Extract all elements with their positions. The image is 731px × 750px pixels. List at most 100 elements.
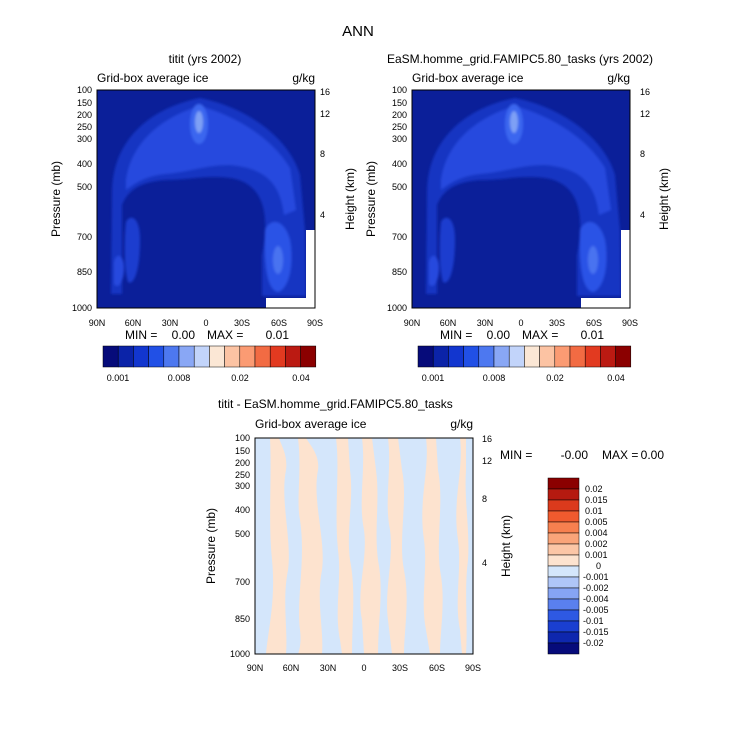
panel-3-ytick: 250: [235, 470, 250, 480]
panel-3-negative-region: [372, 438, 392, 654]
panel-1-contour-mid: [126, 106, 296, 215]
panel-3-xtick: 30N: [320, 663, 337, 673]
panel-3-ylabel-right: Height (km): [499, 515, 513, 577]
panel-2-xtick: 60N: [440, 318, 457, 328]
panel-2-plot-area: [411, 89, 631, 309]
panel-2-ytick: 200: [392, 110, 407, 120]
panel-3-negative-region: [279, 438, 302, 654]
panel-2-x-ticks: 90N 60N 30N 0 30S 60S 90S: [404, 318, 638, 328]
panel-3-negative-region: [348, 438, 365, 654]
panel-2-colorbar-swatch: [554, 345, 571, 368]
panel-3-xtick: 60S: [429, 663, 445, 673]
panel-2: EaSM.homme_grid.FAMIPC5.80_tasks (yrs 20…: [364, 52, 671, 383]
panel-1-colorbar-swatch: [209, 345, 225, 368]
panel-2-min-label: MIN =: [440, 328, 472, 342]
page-title: ANN: [342, 23, 374, 40]
panel-1-min-value: 0.00: [172, 328, 196, 342]
panel-2-ytick: 500: [392, 182, 407, 192]
panel-3-colorbar-swatch: [547, 510, 580, 523]
panel-1-xtick: 90S: [307, 318, 323, 328]
panel-1-xtick: 60S: [271, 318, 287, 328]
panel-2-ylabel-right: Height (km): [657, 168, 671, 230]
panel-2-colorbar-label: 0.04: [607, 373, 625, 383]
panel-3-xtick: 30S: [392, 663, 408, 673]
panel-3-negative-region: [436, 438, 462, 654]
panel-2-colorbar-swatch: [478, 345, 495, 368]
panel-2-subtitle-left: Grid-box average ice: [412, 71, 524, 85]
panel-2-missing-region: [581, 230, 630, 308]
panel-3-frame: [254, 437, 474, 655]
panel-2-colorbar-label: 0.02: [546, 373, 564, 383]
panel-3-ytick: 700: [235, 577, 250, 587]
panel-3-colorbar-label: -0.001: [583, 572, 609, 582]
panel-3-colorbar-swatch: [547, 543, 580, 556]
panel-1-colorbar-swatch: [285, 345, 301, 368]
panel-3-colorbar-label: 0: [596, 561, 601, 571]
panel-1-ytick: 500: [77, 182, 92, 192]
panel-2-ylabel: Pressure (mb): [364, 161, 378, 237]
panel-1-colorbar-swatch: [178, 345, 195, 368]
panel-1-frame: [96, 89, 316, 309]
panel-1-ytick-right: 4: [320, 210, 325, 220]
panel-1-max-label: MAX =: [207, 328, 243, 342]
panel-3-colorbar-label: 0.01: [585, 506, 603, 516]
panel-3-negative-region: [398, 438, 430, 654]
panel-3-ytick: 300: [235, 481, 250, 491]
panel-1-ytick: 850: [77, 267, 92, 277]
panel-3-subtitle-left: Grid-box average ice: [255, 417, 367, 431]
panel-1-colorbar-swatch: [148, 345, 165, 368]
panel-3-min-value: -0.00: [561, 448, 589, 462]
panel-3-ytick-right: 4: [482, 558, 487, 568]
panel-1-ytick: 250: [77, 122, 92, 132]
panel-1-ytick-right: 16: [320, 87, 330, 97]
panel-3-xtick: 90S: [465, 663, 481, 673]
panel-2-ytick-right: 12: [640, 109, 650, 119]
panel-1-colorbar: 0.001 0.008 0.02 0.04: [102, 345, 317, 383]
panel-2-contour-mid: [441, 106, 611, 215]
panel-3-ytick-right: 12: [482, 456, 492, 466]
panel-3-ytick: 850: [235, 614, 250, 624]
panel-3-ytick: 200: [235, 458, 250, 468]
panel-1-y-right-ticks: 16 12 8 4: [320, 87, 330, 220]
panel-3-negative-region: [465, 438, 473, 654]
panel-1-colorbar-swatch: [254, 345, 271, 368]
panel-1-max-value: 0.01: [266, 328, 290, 342]
panel-1-ytick: 300: [77, 134, 92, 144]
panel-3-colorbar-label: 0.02: [585, 484, 603, 494]
panel-3-colorbar-label: 0.002: [585, 539, 608, 549]
panel-1-colorbar-label: 0.04: [292, 373, 310, 383]
panel-2-xtick: 30S: [549, 318, 565, 328]
panel-3-xtick: 60N: [283, 663, 300, 673]
panel-2-max-value: 0.01: [581, 328, 605, 342]
panel-2-ytick-right: 4: [640, 210, 645, 220]
panel-3-ytick-right: 16: [482, 434, 492, 444]
panel-3-x-ticks: 90N 60N 30N 0 30S 60S 90S: [247, 663, 481, 673]
panel-3-colorbar-swatch: [547, 477, 580, 490]
panel-3-ytick: 500: [235, 529, 250, 539]
panel-2-colorbar: 0.001 0.008 0.02 0.04: [417, 345, 632, 383]
panel-3-colorbar-label: 0.015: [585, 495, 608, 505]
panel-1-title: titit (yrs 2002): [169, 52, 242, 66]
panel-3-colorbar-swatch: [547, 620, 580, 633]
panel-2-colorbar-swatch: [432, 345, 449, 368]
panel-3-colorbar-swatch: [547, 576, 580, 589]
panel-2-xtick: 60S: [586, 318, 602, 328]
panel-1-colorbar-swatch: [163, 345, 180, 368]
panel-3-plot-area: [254, 437, 474, 655]
panel-2-ytick: 700: [392, 232, 407, 242]
panel-3-colorbar-swatch: [547, 521, 580, 534]
panel-2-max-core-inner: [510, 111, 518, 133]
panel-2-colorbar-swatch: [493, 345, 510, 368]
panel-1-subtitle-right: g/kg: [292, 71, 315, 85]
panel-2-colorbar-label: 0.008: [483, 373, 506, 383]
panel-1-y-ticks: 100 150 200 250 300 400 500 700 850 1000: [72, 85, 92, 313]
panel-1-ytick: 150: [77, 98, 92, 108]
panel-3-colorbar-swatch: [547, 642, 580, 655]
panel-3-ytick: 400: [235, 505, 250, 515]
panel-2-ytick-right: 8: [640, 149, 645, 159]
panel-3-colorbar-label: 0.001: [585, 550, 608, 560]
panel-3-max-label: MAX =: [602, 448, 638, 462]
panel-1-x-ticks: 90N 60N 30N 0 30S 60S 90S: [89, 318, 323, 328]
panel-1-ytick: 1000: [72, 303, 92, 313]
